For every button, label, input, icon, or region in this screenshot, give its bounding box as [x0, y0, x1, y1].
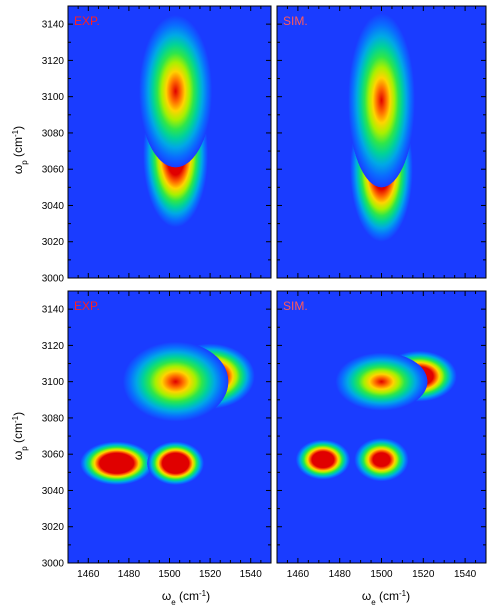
panel-label-top-right: SIM. [283, 14, 308, 28]
y-tick-label: 3060 [42, 450, 65, 461]
x-tick-label: 1460 [287, 569, 310, 580]
y-axis-label-bottom: ωp (cm-1) [11, 412, 29, 460]
heatmap-peak [80, 441, 154, 486]
x-tick-label: 1540 [240, 569, 263, 580]
y-tick-label: 3100 [42, 92, 65, 103]
x-tick-label: 1500 [158, 569, 181, 580]
heatmap-peak [354, 437, 409, 482]
y-tick-label: 3140 [42, 20, 65, 31]
ticks-bottom-left: 3000 3020 3040 3060 3080 3100 3120 3140 1460 1480… [42, 290, 272, 580]
panel-label-bottom-left: EXP. [74, 299, 100, 313]
panel-top-left-exp: EXP. 3000 3020 3040 3060 3080 3100 3120 3140 [42, 5, 272, 285]
y-tick-label: 3040 [42, 486, 65, 497]
heatmap-peak [139, 15, 213, 168]
heatmap-bottom-left [68, 291, 271, 563]
heatmap-peak [295, 439, 351, 480]
panel-bottom-left-exp: EXP. 3000 3020 3040 3060 3080 3100 3120 3140 146… [42, 290, 272, 580]
panel-label-bottom-right: SIM. [283, 299, 308, 313]
x-tick-label: 1480 [329, 569, 352, 580]
panel-top-right-sim: SIM. [276, 5, 487, 279]
ticks-bottom-right: 1460 1480 1500 1520 1540 [276, 290, 487, 580]
panel-label-top-left: EXP. [74, 14, 100, 28]
x-tick-label: 1520 [412, 569, 435, 580]
y-tick-label: 3040 [42, 201, 65, 212]
y-tick-label: 3120 [42, 341, 65, 352]
heatmap-background [277, 291, 486, 563]
y-tick-label: 3100 [42, 377, 65, 388]
x-tick-label: 1460 [77, 569, 100, 580]
y-tick-label: 3060 [42, 165, 65, 176]
heatmap-peak [147, 441, 205, 486]
heatmap-bottom-right [277, 291, 486, 563]
heatmap-peak [335, 352, 428, 411]
y-tick-label: 3080 [42, 128, 65, 139]
heatmap-peak [348, 13, 415, 188]
y-tick-label: 3020 [42, 237, 65, 248]
panel-bottom-right-sim: SIM. 1460 1480 1500 1520 1540 [276, 290, 487, 580]
y-tick-label: 3020 [42, 522, 65, 533]
heatmap-top-right [277, 6, 486, 278]
x-tick-label: 1540 [454, 569, 477, 580]
heatmap-top-left [68, 6, 271, 278]
y-tick-label: 3000 [42, 274, 65, 285]
heatmap-peak [122, 341, 229, 422]
x-axis-label-right: ωe (cm-1) [362, 589, 410, 607]
heatmap-background [68, 291, 271, 563]
x-axis-label-left: ωe (cm-1) [162, 589, 210, 607]
ticks-top-left: 3000 3020 3040 3060 3080 3100 3120 3140 [42, 5, 272, 285]
y-tick-label: 3000 [42, 559, 65, 570]
y-axis-label-top: ωp (cm-1) [11, 126, 29, 174]
y-tick-label: 3080 [42, 413, 65, 424]
x-tick-label: 1480 [118, 569, 141, 580]
x-tick-label: 1520 [199, 569, 222, 580]
y-tick-label: 3140 [42, 305, 65, 316]
y-tick-label: 3120 [42, 56, 65, 67]
ticks-top-right [276, 5, 487, 279]
x-tick-label: 1500 [370, 569, 393, 580]
